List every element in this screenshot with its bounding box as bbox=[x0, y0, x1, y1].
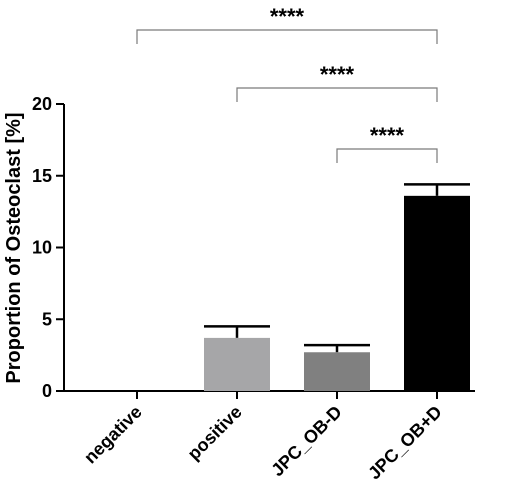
y-tick-label: 10 bbox=[32, 238, 52, 258]
bar bbox=[304, 352, 370, 391]
significance-bracket bbox=[336, 148, 438, 163]
y-tick-label: 5 bbox=[42, 309, 52, 329]
x-category-label: negative bbox=[80, 402, 146, 468]
y-tick-label: 0 bbox=[42, 381, 52, 401]
bar bbox=[404, 195, 470, 391]
significance-bracket bbox=[236, 87, 438, 102]
x-category-label: positive bbox=[184, 402, 246, 464]
y-tick-label: 20 bbox=[32, 94, 52, 114]
y-tick-label: 15 bbox=[32, 166, 52, 186]
significance-label: **** bbox=[270, 4, 305, 29]
significance-bracket bbox=[136, 29, 438, 44]
x-category-label: JPC_OB+D bbox=[364, 402, 446, 484]
y-axis-label: Proportion of Osteoclast [%] bbox=[3, 112, 25, 383]
bar bbox=[204, 337, 270, 391]
x-category-label: JPC_OB-D bbox=[267, 402, 346, 481]
significance-label: **** bbox=[370, 123, 405, 148]
significance-label: **** bbox=[320, 62, 355, 87]
